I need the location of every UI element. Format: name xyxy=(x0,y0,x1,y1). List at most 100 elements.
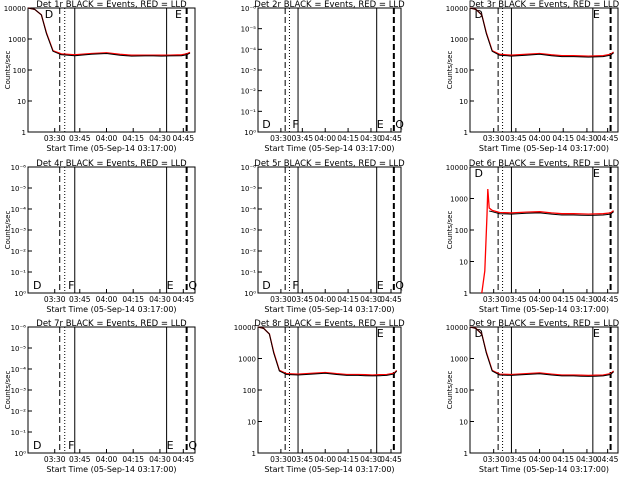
y-tick-label: 10⁻² xyxy=(11,408,27,416)
y-tick-label: 10 xyxy=(247,419,256,427)
series-line-events xyxy=(469,7,614,58)
x-axis-label: Start Time (05-Sep-14 03:17:00) xyxy=(46,305,176,314)
plot-frame xyxy=(27,166,196,294)
x-tick-label: 04:45 xyxy=(597,134,619,143)
y-tick-label: 10000 xyxy=(446,164,468,172)
x-axis-label: Start Time (05-Sep-14 03:17:00) xyxy=(264,305,394,314)
segment-marker-label: D xyxy=(474,327,482,340)
x-tick-label: 04:00 xyxy=(314,455,336,464)
x-tick-label: 04:30 xyxy=(576,455,598,464)
x-tick-label: 04:30 xyxy=(576,134,598,143)
x-tick-label: 03:30 xyxy=(44,455,66,464)
y-axis-label: Counts/sec xyxy=(4,51,12,90)
x-tick-label: 04:45 xyxy=(380,455,402,464)
x-tick-label: 04:15 xyxy=(552,134,574,143)
segment-marker-label: D xyxy=(474,8,482,21)
y-tick-label: 1000 xyxy=(238,356,256,364)
x-tick-label: 04:15 xyxy=(122,295,144,304)
x-tick-label: 04:00 xyxy=(314,134,336,143)
x-axis-label: Start Time (05-Sep-14 03:17:00) xyxy=(479,305,609,314)
detector-panel-2: Det 2r BLACK = Events, RED = LLD 03:30 03:… xyxy=(241,0,406,153)
x-tick-label: 04:30 xyxy=(149,455,171,464)
plot-frame xyxy=(257,326,402,454)
x-tick-label: 04:30 xyxy=(576,295,598,304)
y-tick-label: 10 xyxy=(17,98,26,106)
y-tick-label: 10 xyxy=(459,98,468,106)
x-tick-label: 03:45 xyxy=(292,134,314,143)
y-tick-label: 10⁻³ xyxy=(241,67,257,75)
x-tick-label: 03:45 xyxy=(69,295,91,304)
x-tick-label: 04:45 xyxy=(380,295,402,304)
y-tick-label: 10⁻⁴ xyxy=(11,206,27,214)
panel-title: Det 4r BLACK = Events, RED = LLD xyxy=(36,159,187,169)
y-tick-label: 10⁻² xyxy=(11,248,27,256)
y-tick-label: 10⁰ xyxy=(244,129,256,137)
x-tick-label: 03:30 xyxy=(44,295,66,304)
x-tick-label: 03:30 xyxy=(270,295,292,304)
x-tick-label: 04:15 xyxy=(122,134,144,143)
x-tick-label: 04:30 xyxy=(149,134,171,143)
y-tick-label: 10⁻⁵ xyxy=(241,26,257,34)
panel-title: Det 2r BLACK = Events, RED = LLD xyxy=(254,0,405,10)
x-tick-label: 04:30 xyxy=(360,295,382,304)
segment-marker-label: F xyxy=(292,118,298,131)
x-tick-label: 04:00 xyxy=(314,295,336,304)
y-tick-label: 1000 xyxy=(450,36,468,44)
panel-title: Det 7r BLACK = Events, RED = LLD xyxy=(36,319,187,329)
series-line-lld xyxy=(481,188,614,294)
segment-marker-label: E xyxy=(167,279,174,292)
panel-title: Det 6r BLACK = Events, RED = LLD xyxy=(469,159,620,169)
plot-frame xyxy=(257,166,402,294)
x-tick-label: 04:45 xyxy=(172,134,194,143)
segment-marker-label: D xyxy=(262,118,270,131)
segment-marker-label: F xyxy=(292,279,298,292)
segment-marker-label: Q xyxy=(188,439,197,452)
x-tick-label: 03:45 xyxy=(69,455,91,464)
segment-marker-label: F xyxy=(68,439,74,452)
segment-marker-label: E xyxy=(167,439,174,452)
series-line-events xyxy=(469,326,614,377)
y-tick-label: 1 xyxy=(464,129,468,137)
y-tick-label: 10 xyxy=(459,259,468,267)
x-tick-label: 04:00 xyxy=(96,134,118,143)
y-tick-label: 10⁻⁶ xyxy=(11,324,27,332)
x-tick-label: 04:45 xyxy=(172,455,194,464)
x-tick-label: 04:30 xyxy=(149,295,171,304)
y-tick-label: 10⁰ xyxy=(14,450,26,458)
detector-panel-4: Det 4r BLACK = Events, RED = LLD 03:30 03:… xyxy=(4,159,197,314)
x-tick-label: 03:45 xyxy=(505,295,527,304)
segment-marker-label: Q xyxy=(188,279,197,292)
detector-panel-8: Det 8r BLACK = Events, RED = LLD 03:30 03:… xyxy=(234,319,405,474)
y-tick-label: 1000 xyxy=(450,196,468,204)
segment-marker-label: E xyxy=(593,8,600,21)
panel-title: Det 5r BLACK = Events, RED = LLD xyxy=(254,159,405,169)
x-tick-label: 04:15 xyxy=(337,134,359,143)
series-line-events xyxy=(27,7,191,57)
x-tick-label: 03:30 xyxy=(44,134,66,143)
x-axis-label: Start Time (05-Sep-14 03:17:00) xyxy=(46,144,176,153)
x-tick-label: 04:00 xyxy=(529,134,551,143)
x-axis-label: Start Time (05-Sep-14 03:17:00) xyxy=(479,144,609,153)
y-tick-label: 1 xyxy=(22,129,26,137)
x-tick-label: 03:30 xyxy=(483,455,505,464)
panel-title: Det 3r BLACK = Events, RED = LLD xyxy=(469,0,620,10)
y-tick-label: 10⁻¹ xyxy=(11,429,27,437)
y-tick-label: 10⁰ xyxy=(244,290,256,298)
segment-marker-label: F xyxy=(68,279,74,292)
x-tick-label: 04:15 xyxy=(337,455,359,464)
x-tick-label: 04:00 xyxy=(96,455,118,464)
y-tick-label: 10⁻² xyxy=(241,248,257,256)
y-tick-label: 100 xyxy=(243,387,256,395)
y-axis-label: Counts/sec xyxy=(4,211,12,250)
y-axis-label: Counts/sec xyxy=(4,371,12,410)
series-line-events xyxy=(489,210,614,216)
y-tick-label: 100 xyxy=(13,67,26,75)
y-tick-label: 10 xyxy=(459,419,468,427)
x-tick-label: 03:45 xyxy=(292,455,314,464)
y-tick-label: 1 xyxy=(464,450,468,458)
x-axis-label: Start Time (05-Sep-14 03:17:00) xyxy=(264,144,394,153)
x-tick-label: 04:45 xyxy=(597,455,619,464)
y-tick-label: 10000 xyxy=(446,324,468,332)
y-axis-label: Counts/sec xyxy=(446,211,454,250)
x-tick-label: 04:00 xyxy=(529,295,551,304)
